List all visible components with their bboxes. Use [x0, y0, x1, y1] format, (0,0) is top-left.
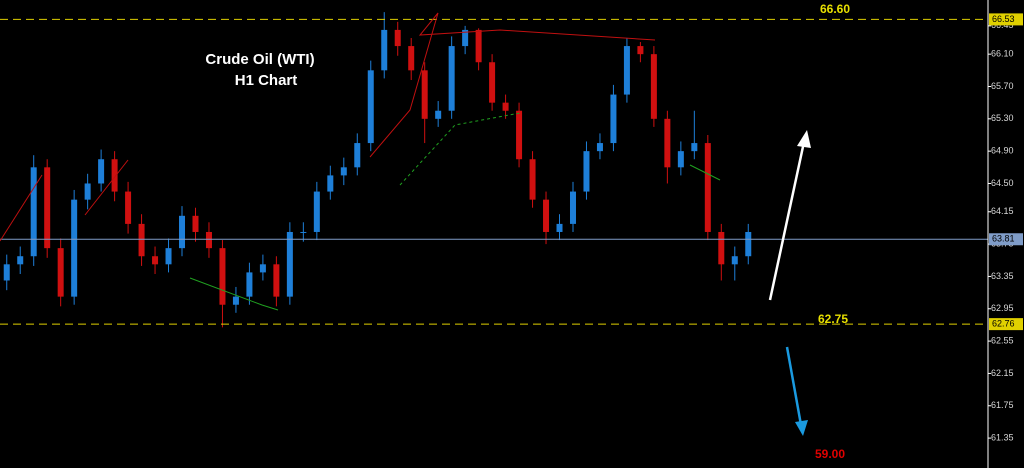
y-tick-label: 66.10	[991, 49, 1014, 59]
annotation: 62.75	[818, 312, 848, 326]
arrow-up	[768, 141, 806, 301]
candle-body	[152, 256, 159, 265]
candle-body	[677, 151, 684, 168]
y-tick-label: 64.90	[991, 146, 1014, 156]
price-box	[989, 13, 1023, 26]
candle-body	[650, 54, 657, 119]
candle-body	[286, 231, 293, 297]
candle-body	[219, 248, 226, 305]
candle-body	[691, 143, 698, 152]
arrow-head	[795, 420, 808, 436]
candle-body	[17, 256, 24, 265]
plot-area	[0, 12, 988, 328]
candle-body	[259, 264, 266, 273]
candle-body	[475, 29, 482, 63]
candle-body	[205, 231, 212, 249]
trend-line	[369, 12, 656, 158]
candle-body	[165, 248, 172, 265]
trend-line	[689, 164, 721, 181]
y-tick-label: 61.35	[991, 432, 1014, 442]
arrow-down	[785, 346, 803, 426]
candle-body	[246, 272, 253, 297]
y-tick-label: 62.55	[991, 335, 1014, 345]
candle-body	[340, 167, 347, 176]
candle-body	[502, 102, 509, 111]
annotation: 66.60	[820, 2, 850, 16]
arrows	[768, 130, 811, 436]
candle-body	[610, 94, 617, 144]
chart-title: Crude Oil (WTI)	[205, 51, 314, 68]
candle-body	[3, 264, 10, 281]
candle-body	[138, 223, 145, 257]
candle-body	[529, 159, 536, 200]
candle-body	[367, 70, 374, 144]
candle-body	[731, 256, 738, 265]
y-tick-label: 64.15	[991, 206, 1014, 216]
candle-body	[381, 29, 388, 71]
candle-body	[704, 143, 711, 232]
trend-lines	[0, 12, 721, 311]
candle-body	[179, 215, 186, 249]
candle-body	[44, 167, 51, 249]
y-tick-label: 63.35	[991, 271, 1014, 281]
candle-body	[745, 231, 752, 257]
y-tick-label: 65.70	[991, 81, 1014, 91]
candle-body	[232, 296, 239, 305]
candle-body	[300, 231, 307, 233]
y-tick-label: 62.95	[991, 303, 1014, 313]
y-tick-label: 64.50	[991, 178, 1014, 188]
candle-body	[408, 46, 415, 71]
candle-body	[435, 110, 442, 119]
candle-body	[327, 175, 334, 192]
y-tick-label: 62.15	[991, 368, 1014, 378]
candle-body	[71, 199, 78, 297]
candle-body	[84, 183, 91, 200]
chart-subtitle: H1 Chart	[235, 72, 298, 89]
candle-body	[421, 70, 428, 119]
candle-body	[718, 231, 725, 265]
trend-line	[0, 174, 43, 242]
y-tick-label: 61.75	[991, 400, 1014, 410]
candle-body	[664, 118, 671, 168]
annotation: 59.00	[815, 447, 845, 461]
candle-body	[583, 151, 590, 192]
candle-body	[462, 29, 469, 47]
candle-body	[273, 264, 280, 297]
candle-body	[623, 46, 630, 95]
price-box-label: 66.53	[992, 14, 1015, 24]
candle-body	[448, 46, 455, 111]
candle-body	[125, 191, 132, 224]
candle-body	[354, 143, 361, 168]
arrow-head	[797, 130, 811, 148]
price-box-label: 63.81	[992, 234, 1015, 244]
candle-body	[394, 29, 401, 47]
candle-body	[543, 199, 550, 232]
candle-body	[98, 159, 105, 184]
candle-body	[596, 143, 603, 152]
candle-body	[192, 215, 199, 232]
trend-line	[189, 277, 279, 311]
candle-body	[489, 62, 496, 103]
candle-body	[569, 191, 576, 224]
candle-body	[30, 167, 37, 257]
candle-body	[313, 191, 320, 232]
price-box-label: 62.76	[992, 318, 1015, 328]
candle-body	[556, 223, 563, 232]
y-tick-label: 65.30	[991, 113, 1014, 123]
price-box	[989, 318, 1023, 331]
candle-body	[111, 159, 118, 192]
candle-body	[57, 248, 64, 297]
price-box	[989, 233, 1023, 246]
candle-body	[516, 110, 523, 160]
trend-line	[84, 159, 129, 216]
candle-body	[637, 46, 644, 55]
price-axis: 66.4566.1065.7065.3064.9064.5064.1563.75…	[988, 13, 1023, 442]
